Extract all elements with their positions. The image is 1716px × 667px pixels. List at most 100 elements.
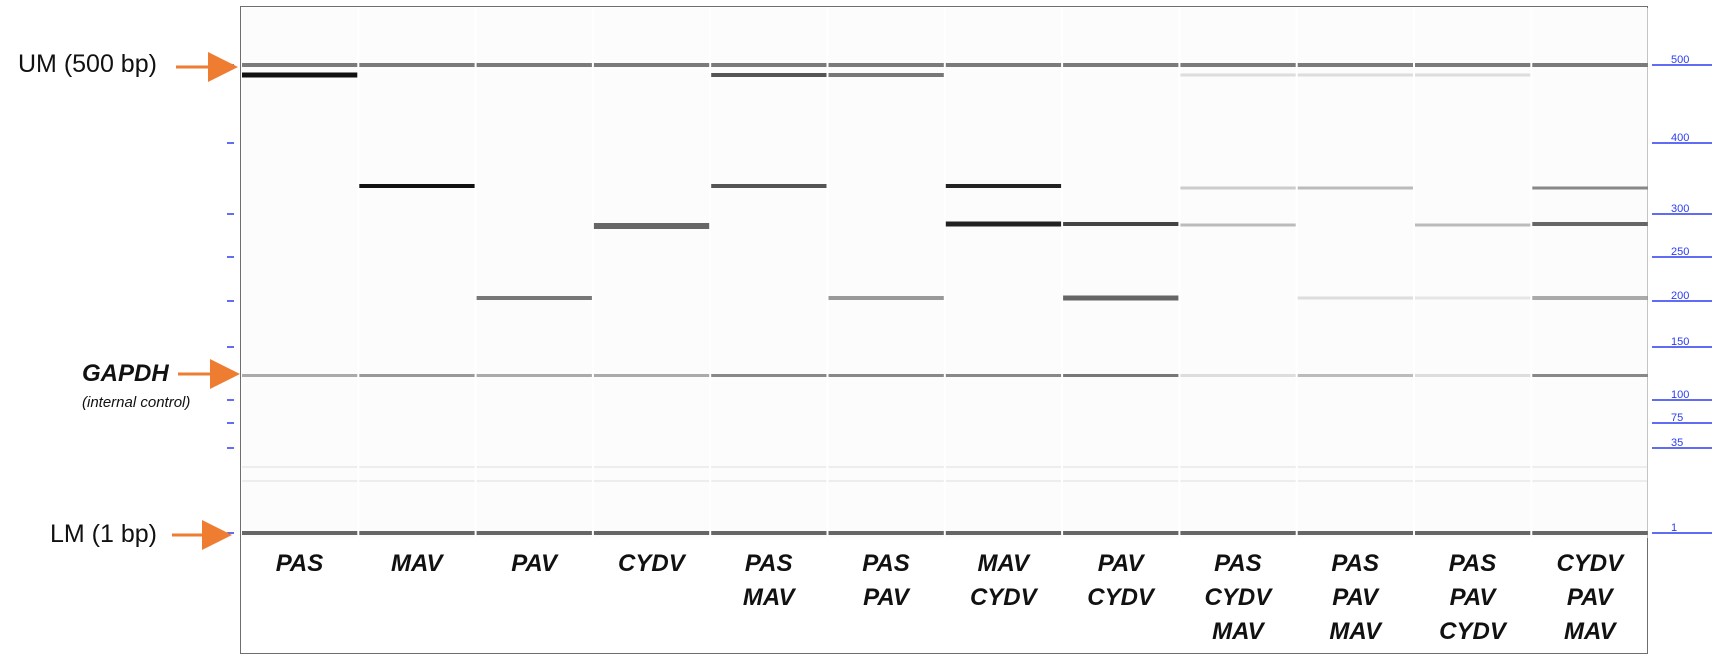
lane-label-line: PAS <box>1331 550 1379 577</box>
upper-marker-label: UM (500 bp) <box>18 50 157 78</box>
upper-marker-band <box>828 63 944 67</box>
upper-marker-band <box>1532 63 1648 67</box>
lane-background <box>476 8 592 538</box>
sample-band <box>1297 296 1413 300</box>
faint-band <box>593 480 710 482</box>
ladder-tick-label: 250 <box>1671 246 1689 258</box>
sample-band <box>1180 73 1296 77</box>
upper-marker-band <box>1180 63 1296 67</box>
sample-band <box>711 184 827 188</box>
lane-label-line: CYDV <box>1087 584 1154 611</box>
lower-marker-band <box>828 531 944 535</box>
lane-background <box>1180 8 1296 538</box>
sample-band <box>593 223 710 229</box>
lane-label-line: PAV <box>1566 584 1613 611</box>
gapdh-label: GAPDH <box>82 360 169 387</box>
ladder-tick-label: 300 <box>1671 203 1689 215</box>
sample-band <box>1415 223 1531 227</box>
sample-band <box>828 296 944 300</box>
gel-lane <box>242 8 358 538</box>
lower-marker-band <box>711 531 827 535</box>
sample-band <box>1180 223 1296 227</box>
gel-lane <box>711 8 827 538</box>
lane-label-line: PAS <box>744 550 793 577</box>
lane-label: PAS MAV <box>710 547 827 615</box>
lane-label: PAS CYDV MAV <box>1179 547 1296 649</box>
lane-background <box>593 8 710 538</box>
faint-band <box>1063 466 1179 468</box>
faint-band <box>711 480 827 482</box>
lane-background <box>1063 8 1179 538</box>
gel-lane <box>1180 8 1296 538</box>
upper-marker-band <box>711 63 827 67</box>
lower-marker-band <box>1180 531 1296 535</box>
sample-band <box>1415 296 1531 300</box>
faint-band <box>711 466 827 468</box>
lane-label-line: MAV <box>977 550 1030 577</box>
lane-background <box>828 8 944 538</box>
sample-band <box>828 73 944 77</box>
faint-band <box>242 466 358 468</box>
lower-marker-label: LM (1 bp) <box>50 520 157 548</box>
faint-band <box>1532 466 1648 468</box>
ladder-tick-label: 75 <box>1671 412 1683 424</box>
faint-band <box>828 466 944 468</box>
lower-marker-band <box>476 531 592 535</box>
lane-label-line: CYDV <box>1439 618 1506 645</box>
lane-label-line: PAS <box>862 550 910 577</box>
gapdh-band <box>1063 374 1179 377</box>
upper-marker-band <box>476 63 592 67</box>
sample-band <box>1415 73 1531 77</box>
lane-label: CYDV <box>593 547 710 581</box>
sample-band <box>1063 222 1179 226</box>
gapdh-band <box>1532 374 1648 377</box>
gapdh-band <box>828 374 944 377</box>
left-ticks <box>227 64 234 534</box>
sample-band <box>242 72 358 78</box>
faint-band <box>828 480 944 482</box>
faint-band <box>1180 466 1296 468</box>
sample-band <box>945 221 1062 227</box>
lane-label-line: CYDV <box>969 584 1037 611</box>
gapdh-band <box>945 374 1062 377</box>
lane-label-line: MAV <box>391 550 443 577</box>
lane-label-line: PAS <box>1214 550 1262 577</box>
gel-lane <box>593 8 710 538</box>
lane-label: PAS <box>241 547 358 581</box>
upper-marker-band <box>1297 63 1413 67</box>
lane-label-line: CYDV <box>1204 584 1272 611</box>
lane-label: MAV CYDV <box>945 547 1062 615</box>
lane-label: PAS PAV <box>828 547 945 615</box>
sample-band <box>1180 186 1296 190</box>
lane-label-line: PAV <box>511 550 557 577</box>
lower-marker-band <box>1063 531 1179 535</box>
upper-marker-band <box>359 63 475 67</box>
lane-background <box>1415 8 1531 538</box>
lane-label-line: CYDV <box>618 550 685 577</box>
lanes-layer <box>242 8 1648 538</box>
gapdh-band <box>1297 374 1413 377</box>
gel-image <box>240 6 1648 654</box>
gel-lane <box>1063 8 1179 538</box>
lower-marker-band <box>1532 531 1648 535</box>
gapdh-band <box>1415 374 1531 377</box>
ladder-tick-label: 200 <box>1671 290 1689 302</box>
ladder-tick-label: 100 <box>1671 389 1689 401</box>
sample-band <box>359 184 475 188</box>
lane-label-line: PAV <box>1449 584 1496 611</box>
lower-marker-band <box>1297 531 1413 535</box>
gel-lane <box>828 8 944 538</box>
lane-background <box>359 8 475 538</box>
lane-label: PAS PAV CYDV <box>1414 547 1531 649</box>
gapdh-band <box>359 374 475 377</box>
ladder-scale: 500 400 300 250 200 150 100 75 35 1 <box>1652 54 1712 534</box>
gel-lane <box>1532 8 1648 538</box>
lane-background <box>711 8 827 538</box>
faint-band <box>1415 466 1531 468</box>
lane-label-line: PAV <box>863 584 909 611</box>
gel-lane <box>1297 8 1413 538</box>
lane-label-line: PAS <box>275 550 324 577</box>
ladder-tick-label: 400 <box>1671 132 1689 144</box>
lane-label-line: MAV <box>1564 618 1616 645</box>
